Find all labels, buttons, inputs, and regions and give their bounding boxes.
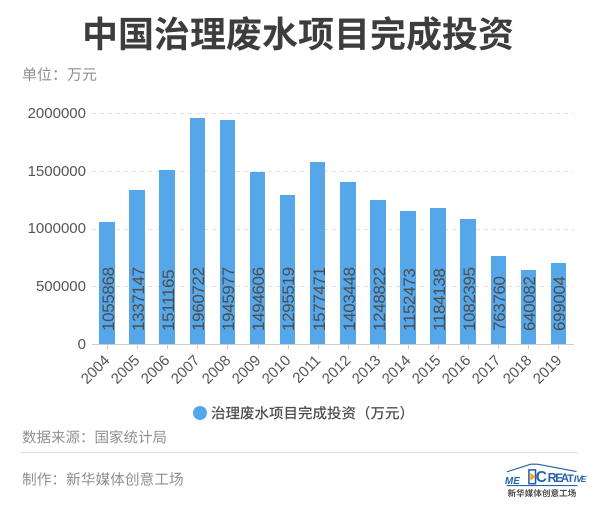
svg-text:T: T (567, 473, 574, 485)
svg-text:E: E (555, 471, 563, 485)
svg-text:I: I (574, 474, 577, 485)
svg-text:R: R (548, 471, 557, 485)
svg-text:ME: ME (505, 476, 520, 487)
svg-text:C: C (536, 469, 547, 486)
svg-text:A: A (561, 473, 569, 485)
svg-text:V: V (576, 474, 583, 484)
svg-text:E: E (581, 474, 587, 484)
